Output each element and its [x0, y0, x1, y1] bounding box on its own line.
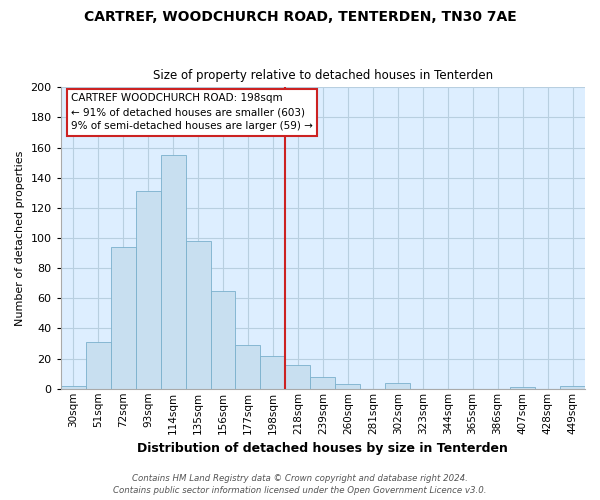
X-axis label: Distribution of detached houses by size in Tenterden: Distribution of detached houses by size …	[137, 442, 508, 455]
Y-axis label: Number of detached properties: Number of detached properties	[15, 150, 25, 326]
Bar	[161, 155, 185, 389]
Bar	[560, 386, 585, 389]
Text: Contains HM Land Registry data © Crown copyright and database right 2024.
Contai: Contains HM Land Registry data © Crown c…	[113, 474, 487, 495]
Bar	[61, 386, 86, 389]
Text: CARTREF, WOODCHURCH ROAD, TENTERDEN, TN30 7AE: CARTREF, WOODCHURCH ROAD, TENTERDEN, TN3…	[83, 10, 517, 24]
Bar	[136, 192, 161, 389]
Text: CARTREF WOODCHURCH ROAD: 198sqm
← 91% of detached houses are smaller (603)
9% of: CARTREF WOODCHURCH ROAD: 198sqm ← 91% of…	[71, 94, 313, 132]
Title: Size of property relative to detached houses in Tenterden: Size of property relative to detached ho…	[153, 69, 493, 82]
Bar	[385, 382, 410, 389]
Bar	[211, 291, 235, 389]
Bar	[86, 342, 110, 389]
Bar	[260, 356, 286, 389]
Bar	[235, 345, 260, 389]
Bar	[185, 241, 211, 389]
Bar	[510, 388, 535, 389]
Bar	[310, 376, 335, 389]
Bar	[110, 247, 136, 389]
Bar	[286, 364, 310, 389]
Bar	[335, 384, 361, 389]
